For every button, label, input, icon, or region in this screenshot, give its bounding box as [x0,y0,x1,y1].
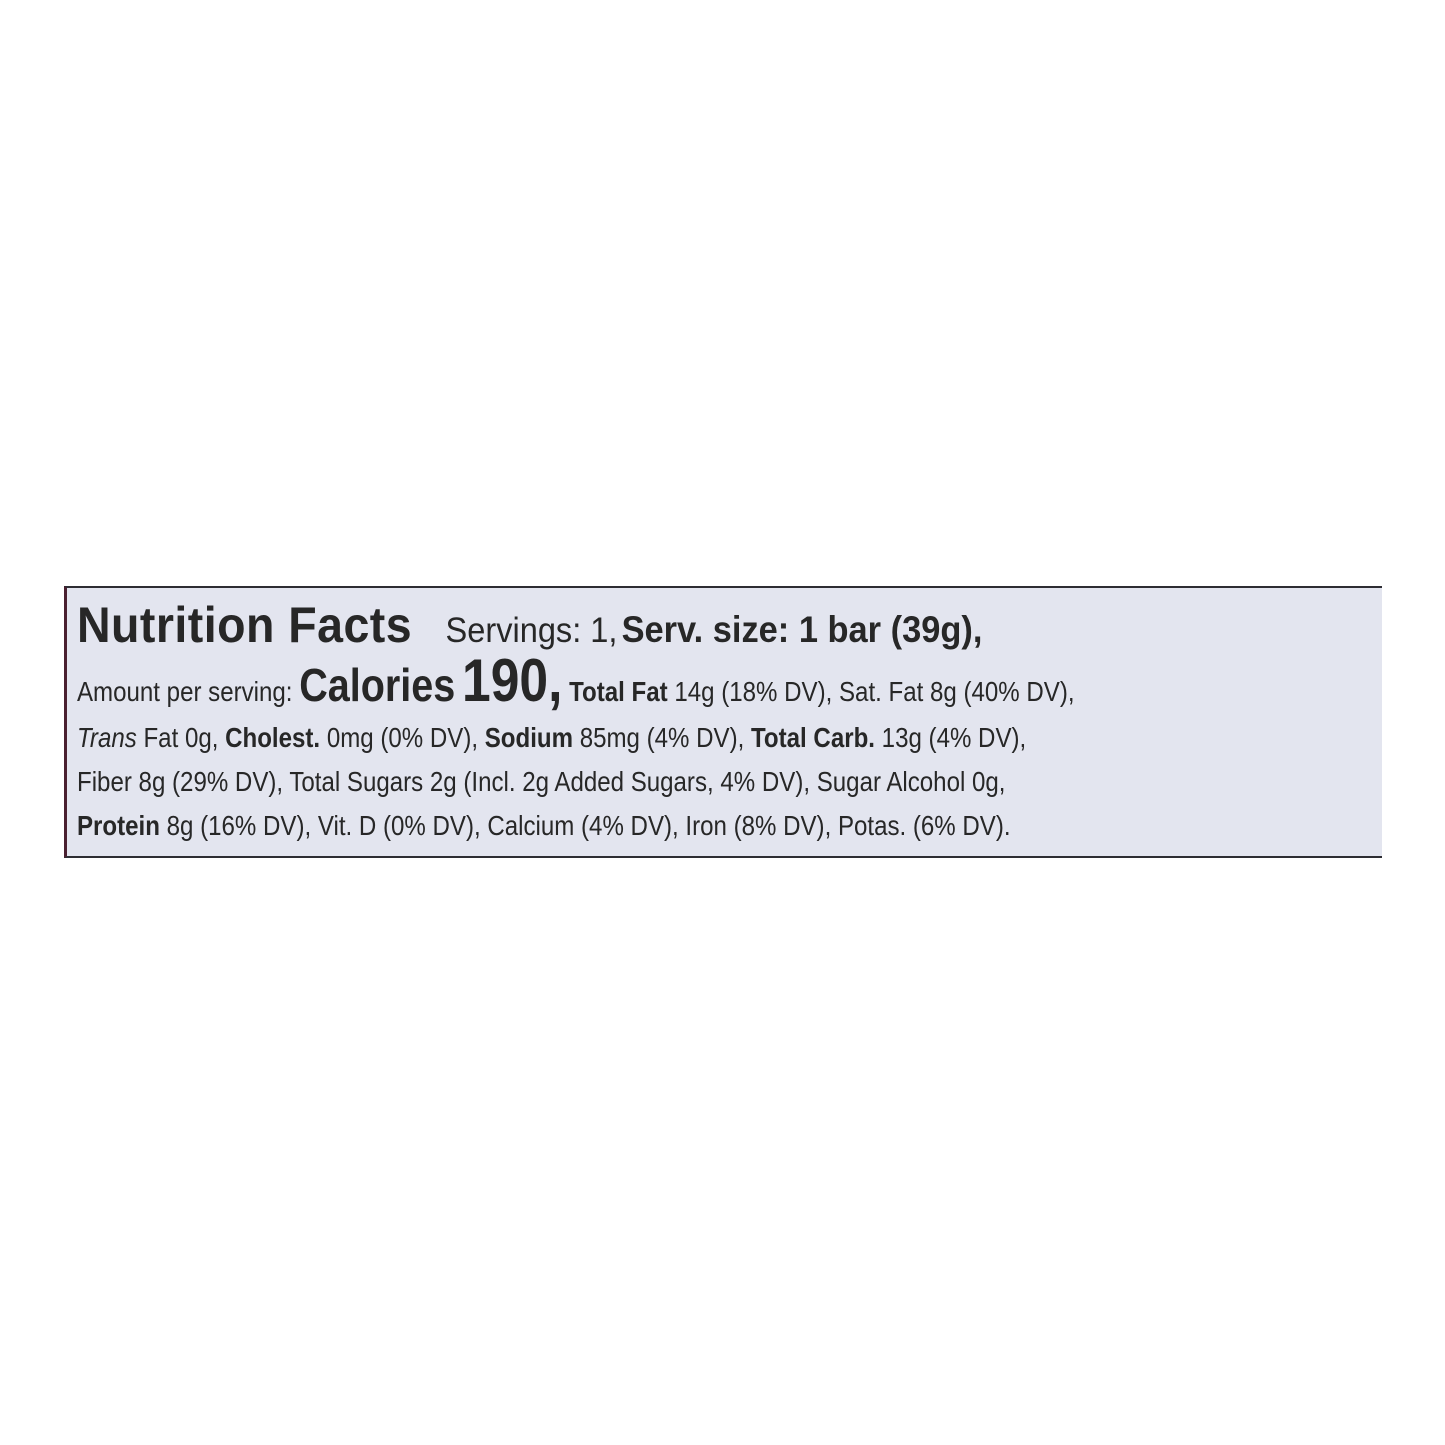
total-fat-value: 14g (18% DV), Sat. Fat 8g (40% DV), [674,676,1075,707]
protein-value: 8g (16% DV), Vit. D (0% DV), Calcium (4%… [166,810,1011,841]
header-line: Nutrition Facts Servings: 1, Serv. size: … [77,596,982,654]
protein-label: Protein [77,810,160,841]
trans-label: Trans [77,722,137,753]
serving-size: Serv. size: 1 bar (39g), [621,609,983,650]
cholest-value: 0mg (0% DV), [326,722,479,753]
sodium-label: Sodium [484,722,574,753]
trans-value: Fat 0g, [143,722,219,753]
calories-value: 190, [461,647,563,714]
label-title: Nutrition Facts [77,597,413,653]
total-fat-label: Total Fat [569,676,668,707]
nutrition-facts-label: Nutrition Facts Servings: 1, Serv. size: … [64,586,1382,858]
calories-label: Calories [299,659,456,711]
nutrient-line-4: Fiber 8g (29% DV), Total Sugars 2g (Incl… [77,766,1006,797]
carb-label: Total Carb. [751,722,875,753]
nutrient-line-3: Trans Fat 0g, Cholest. 0mg (0% DV), Sodi… [77,722,1026,754]
carb-value: 13g (4% DV), [881,722,1027,753]
nutrient-line-5: Protein 8g (16% DV), Vit. D (0% DV), Cal… [77,810,1011,842]
cholest-label: Cholest. [225,722,321,753]
amount-per-serving: Amount per serving: [77,676,293,707]
calories-line: Amount per serving: Calories 190, Total … [77,646,1075,715]
servings: Servings: 1, [445,611,618,650]
sodium-value: 85mg (4% DV), [579,722,745,753]
